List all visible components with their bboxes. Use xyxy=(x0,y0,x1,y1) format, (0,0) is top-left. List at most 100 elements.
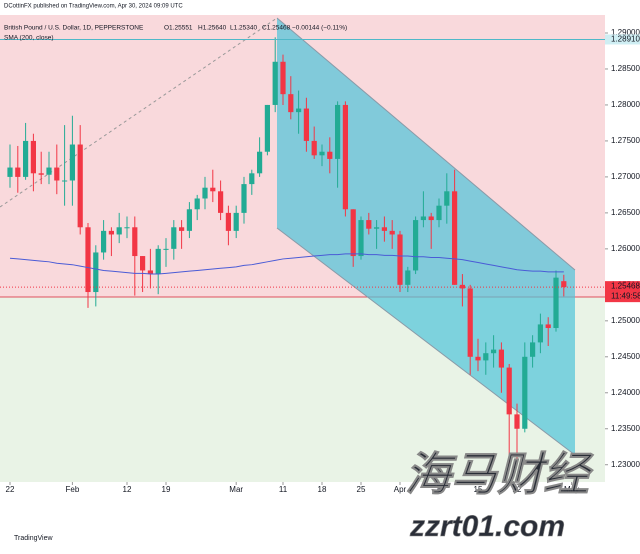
channel-top xyxy=(276,17,576,271)
candle-body xyxy=(202,187,208,199)
candle-body xyxy=(108,230,114,235)
x-tick-label: 15 xyxy=(474,485,483,494)
candle-body xyxy=(405,270,411,285)
candle-body xyxy=(179,227,185,231)
candle-body xyxy=(46,167,52,175)
candle-body xyxy=(288,94,294,113)
candle-body xyxy=(7,167,13,177)
candle-body xyxy=(327,151,333,159)
candle-body xyxy=(15,167,21,177)
x-tick-label: 19 xyxy=(162,485,171,494)
countdown: 11:49:58 xyxy=(611,291,640,300)
candle-body xyxy=(522,356,528,429)
channel xyxy=(277,18,575,455)
y-tick-label: 1.27500 xyxy=(611,136,640,145)
candle-body xyxy=(163,248,169,250)
candle-body xyxy=(545,324,551,329)
y-tick-label: 1.24500 xyxy=(611,352,640,361)
candle-body xyxy=(69,144,75,181)
candle-body xyxy=(420,216,426,221)
sma-line xyxy=(9,253,564,275)
candle-body xyxy=(218,191,224,213)
price-tag xyxy=(605,281,640,303)
candle-body xyxy=(93,252,99,293)
candle-body xyxy=(311,140,317,156)
x-tick-label: Apr xyxy=(394,485,407,494)
close: C1.25468 xyxy=(262,25,291,32)
candle-body xyxy=(366,220,372,229)
level-tag-label: 1.28910 xyxy=(611,35,640,44)
price-tag-label: 1.25468 xyxy=(611,281,640,290)
publisher: DCottinFX published on TradingView.com, … xyxy=(4,4,183,10)
y-tick-label: 1.26500 xyxy=(611,208,640,217)
candle-body xyxy=(459,284,465,289)
candle-body xyxy=(241,184,247,213)
candle-body xyxy=(452,191,458,285)
candle-body xyxy=(335,104,341,159)
candle-body xyxy=(23,140,29,177)
candle-body xyxy=(147,270,153,275)
candle-body xyxy=(381,227,387,231)
watermark: 海马财经 xyxy=(405,448,594,500)
candle-body xyxy=(530,342,536,357)
x-tick-label: 18 xyxy=(318,485,327,494)
y-tick-label: 1.28500 xyxy=(611,64,640,73)
low: L1.25340 xyxy=(230,25,257,32)
candle-body xyxy=(296,108,302,113)
candle-body xyxy=(194,198,200,210)
candle-body xyxy=(506,367,512,415)
logo: TradingView xyxy=(14,535,53,542)
candle-body xyxy=(303,108,309,141)
candle-body xyxy=(436,205,442,221)
chart-title: British Pound / U.S. Dollar, 1D, PEPPERS… xyxy=(4,25,144,32)
candle-body xyxy=(30,140,36,174)
y-tick-label: 1.23500 xyxy=(611,424,640,433)
candle-body xyxy=(249,173,255,185)
x-tick-label: 8 xyxy=(437,485,442,494)
x-tick-label: 25 xyxy=(357,485,366,494)
candle-body xyxy=(397,234,403,285)
candle-body xyxy=(210,187,216,192)
y-tick-label: 1.25000 xyxy=(611,316,640,325)
candle-body xyxy=(264,104,270,152)
candle-body xyxy=(62,180,68,182)
candle-body xyxy=(171,227,177,249)
candle-body xyxy=(483,353,489,361)
candle-body xyxy=(54,167,60,181)
candle-body xyxy=(537,324,543,343)
y-tick-label: 1.26000 xyxy=(611,244,640,253)
watermark-url: zzrt01.com xyxy=(409,510,565,543)
change: −0.00144 (−0.11%) xyxy=(292,25,347,32)
candle-body xyxy=(561,281,567,288)
candle-body xyxy=(475,356,481,361)
candle-body xyxy=(444,191,450,206)
candle-body xyxy=(280,61,286,95)
candle-body xyxy=(233,212,239,231)
candle-body xyxy=(491,349,497,354)
candle-body xyxy=(350,209,356,257)
candle-body xyxy=(319,151,325,156)
candle-body xyxy=(124,227,130,229)
legend-sma: SMA (200, close) xyxy=(4,35,54,42)
candle-body xyxy=(514,414,520,429)
candle-body xyxy=(225,212,231,231)
candle-body xyxy=(342,104,348,210)
candle-body xyxy=(140,256,146,271)
x-tick-label: 11 xyxy=(279,485,288,494)
y-tick-label: 1.23000 xyxy=(611,460,640,469)
trend-line xyxy=(0,17,278,208)
price-axis-bg xyxy=(605,0,640,549)
x-tick-label: 22 xyxy=(513,485,522,494)
candle-body xyxy=(413,220,419,271)
candle-body xyxy=(257,151,263,174)
x-tick-label: Feb xyxy=(66,485,80,494)
candle-body xyxy=(374,227,380,229)
axes: 1.230001.235001.240001.245001.250001.255… xyxy=(6,28,640,494)
candle-body xyxy=(389,230,395,235)
time-axis-bg xyxy=(0,482,640,549)
candle-body xyxy=(553,277,559,329)
candle-body xyxy=(428,216,434,221)
plot xyxy=(0,37,605,465)
candle-body xyxy=(467,288,473,357)
